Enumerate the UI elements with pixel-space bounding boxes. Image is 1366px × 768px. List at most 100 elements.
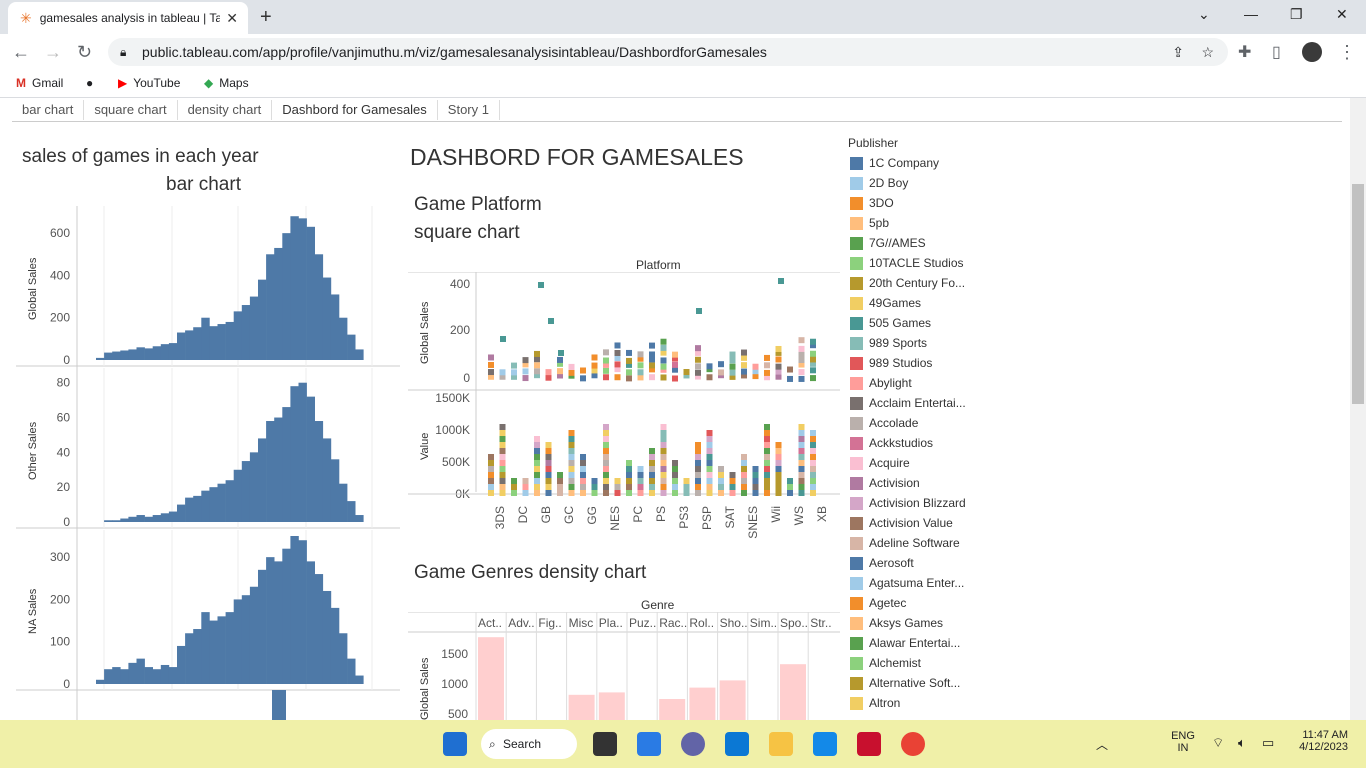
legend-item[interactable]: Aerosoft bbox=[850, 556, 914, 570]
legend-item[interactable]: Agatsuma Enter... bbox=[850, 576, 964, 590]
legend-item[interactable]: Activision bbox=[850, 476, 920, 490]
legend-item[interactable]: Accolade bbox=[850, 416, 918, 430]
legend-item[interactable]: Ackkstudios bbox=[850, 436, 933, 450]
bookmark-youtube[interactable]: ▶ YouTube bbox=[118, 76, 181, 90]
forward-icon[interactable]: → bbox=[44, 42, 62, 62]
square-mark bbox=[672, 466, 678, 472]
square-mark bbox=[729, 351, 736, 358]
bar bbox=[201, 612, 210, 684]
task-view-icon[interactable] bbox=[593, 732, 617, 756]
square-mark bbox=[787, 478, 793, 484]
legend-item[interactable]: 2D Boy bbox=[850, 176, 908, 190]
square-mark bbox=[695, 454, 701, 460]
back-icon[interactable]: ← bbox=[12, 42, 30, 62]
l-app-icon[interactable] bbox=[813, 732, 837, 756]
teams-icon[interactable] bbox=[681, 732, 705, 756]
legend-item[interactable]: 505 Games bbox=[850, 316, 931, 330]
square-mark bbox=[614, 354, 621, 361]
tab-square-chart[interactable]: square chart bbox=[84, 100, 178, 120]
legend-item[interactable]: Agetec bbox=[850, 596, 906, 610]
close-window-button[interactable]: ✕ bbox=[1336, 6, 1348, 22]
bookmark-globe[interactable]: ● bbox=[86, 76, 93, 90]
bookmark-star-icon[interactable]: ☆ bbox=[1201, 43, 1214, 60]
legend-item[interactable]: Adeline Software bbox=[850, 536, 960, 550]
tab-bar-chart[interactable]: bar chart bbox=[12, 100, 85, 120]
legend-item[interactable]: Acquire bbox=[850, 456, 910, 470]
tray-chevron-icon[interactable]: ︿ bbox=[1096, 738, 1109, 752]
windows-start-icon[interactable] bbox=[443, 732, 467, 756]
legend-item[interactable]: Acclaim Entertai... bbox=[850, 396, 966, 410]
extensions-icon[interactable]: ✚ bbox=[1238, 44, 1252, 61]
bookmark-maps[interactable]: ◆ Maps bbox=[204, 76, 249, 90]
tab-density-chart[interactable]: density chart bbox=[178, 100, 273, 120]
axis-other-sales: Other Sales bbox=[27, 421, 39, 480]
legend-item[interactable]: 10TACLE Studios bbox=[850, 256, 964, 270]
menu-icon[interactable]: ⋮ bbox=[1338, 42, 1356, 62]
tab-search-icon[interactable]: ⌄ bbox=[1198, 6, 1210, 22]
legend-item[interactable]: 20th Century Fo... bbox=[850, 276, 965, 290]
legend-item[interactable]: 1C Company bbox=[850, 156, 939, 170]
genre-tick-label: Misc bbox=[569, 616, 594, 630]
legend-item[interactable]: 989 Sports bbox=[850, 336, 927, 350]
square-mark bbox=[568, 454, 575, 460]
scrollbar-thumb[interactable] bbox=[1352, 184, 1364, 404]
square-mark bbox=[695, 490, 701, 496]
legend-item[interactable]: Alternative Soft... bbox=[850, 676, 960, 690]
legend-swatch bbox=[850, 396, 863, 410]
legend-item[interactable]: Altron bbox=[850, 696, 900, 710]
legend-item[interactable]: 989 Studios bbox=[850, 356, 932, 370]
volume-icon[interactable]: 🔈︎ bbox=[1238, 735, 1246, 750]
minimize-button[interactable]: — bbox=[1244, 6, 1258, 22]
edge-icon[interactable] bbox=[725, 732, 749, 756]
square-mark bbox=[695, 448, 701, 454]
mcafee-icon[interactable] bbox=[857, 732, 881, 756]
legend-item[interactable]: Abylight bbox=[850, 376, 912, 390]
square-mark bbox=[534, 436, 540, 442]
chrome-icon[interactable] bbox=[901, 732, 925, 756]
side-panel-icon[interactable]: ▯ bbox=[1272, 44, 1281, 61]
reload-icon[interactable]: ↻ bbox=[77, 42, 93, 62]
taskbar-search[interactable]: ⌕ Search bbox=[481, 729, 577, 759]
language-indicator[interactable]: ENG IN bbox=[1171, 730, 1195, 754]
maximize-button[interactable]: ❐ bbox=[1290, 6, 1303, 22]
square-mark bbox=[591, 490, 598, 496]
legend-item[interactable]: Activision Value bbox=[850, 516, 953, 530]
legend-item[interactable]: 3DO bbox=[850, 196, 894, 210]
square-mark bbox=[695, 442, 701, 448]
square-mark bbox=[741, 454, 747, 460]
clock[interactable]: 11:47 AM 4/12/2023 bbox=[1299, 729, 1348, 753]
square-mark bbox=[741, 466, 747, 472]
close-tab-icon[interactable]: ✕ bbox=[226, 10, 238, 26]
wifi-icon[interactable]: ⌔ bbox=[1212, 735, 1225, 750]
legend-swatch bbox=[850, 556, 863, 570]
legend-item[interactable]: Alawar Entertai... bbox=[850, 636, 960, 650]
bar bbox=[104, 669, 113, 684]
legend-item[interactable]: 49Games bbox=[850, 296, 921, 310]
bar bbox=[193, 327, 202, 360]
tab-dashboard[interactable]: Dashbord for Gamesales bbox=[272, 100, 438, 120]
square-mark bbox=[778, 278, 784, 284]
bar bbox=[185, 330, 194, 360]
legend-swatch bbox=[850, 296, 863, 310]
legend-label: 7G//AMES bbox=[869, 236, 926, 250]
share-icon[interactable]: ⇪ bbox=[1172, 43, 1184, 60]
widgets-icon[interactable] bbox=[637, 732, 661, 756]
legend-item[interactable]: Activision Blizzard bbox=[850, 496, 966, 510]
legend-item[interactable]: 7G//AMES bbox=[850, 236, 926, 250]
legend-item[interactable]: Alchemist bbox=[850, 656, 921, 670]
bar bbox=[193, 629, 202, 684]
bar bbox=[298, 382, 307, 522]
browser-tab[interactable]: ✳ gamesales analysis in tableau | Ta ✕ bbox=[8, 2, 248, 34]
battery-icon[interactable]: ▭ bbox=[1262, 735, 1275, 750]
bookmark-gmail[interactable]: M Gmail bbox=[16, 76, 64, 90]
legend-item[interactable]: Aksys Games bbox=[850, 616, 943, 630]
bar bbox=[274, 561, 283, 684]
address-bar[interactable]: 🔒︎ public.tableau.com/app/profile/vanjim… bbox=[108, 38, 1228, 66]
tab-story-1[interactable]: Story 1 bbox=[438, 100, 500, 120]
legend-item[interactable]: 5pb bbox=[850, 216, 889, 230]
new-tab-button[interactable]: + bbox=[260, 6, 272, 28]
square-mark bbox=[499, 373, 506, 380]
avatar[interactable] bbox=[1302, 42, 1322, 62]
square-mark bbox=[775, 466, 782, 472]
file-explorer-icon[interactable] bbox=[769, 732, 793, 756]
